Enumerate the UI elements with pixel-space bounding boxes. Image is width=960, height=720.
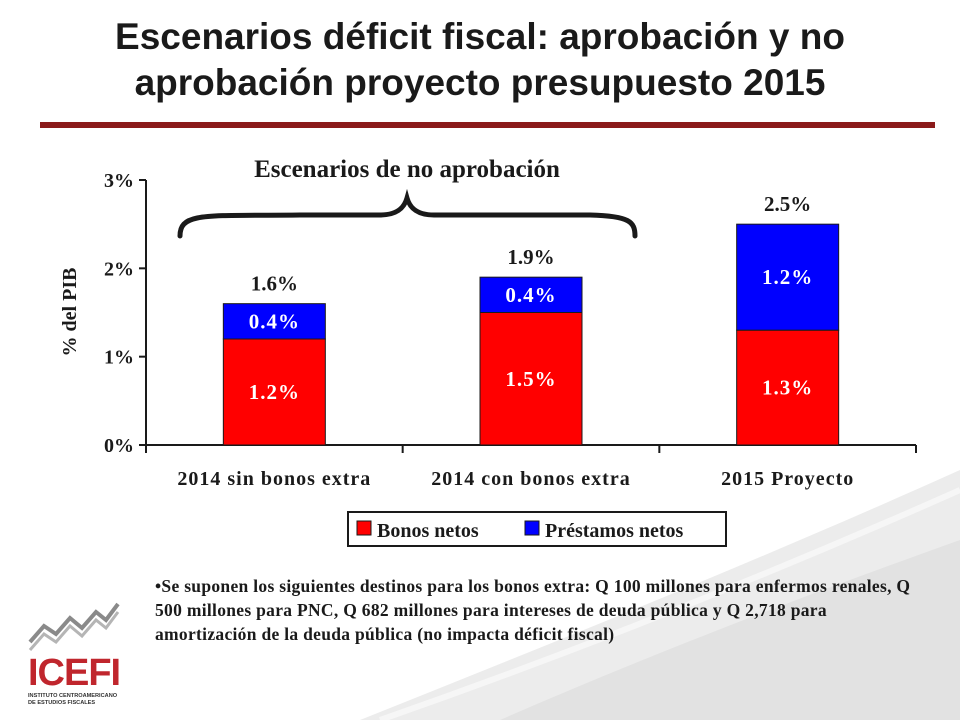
y-tick-label: 1% — [104, 347, 134, 369]
annotation-label: Escenarios de no aprobación — [254, 156, 560, 183]
data-label: 1.2% — [249, 380, 300, 404]
legend-label: Bonos netos — [377, 520, 479, 542]
annotation-brace — [177, 188, 638, 239]
bar-segment-bonos — [222, 338, 326, 446]
title-divider — [40, 122, 935, 128]
total-label: 1.9% — [507, 245, 554, 269]
y-tick-label: 3% — [104, 170, 134, 192]
x-tick-label: 2014 con bonos extra — [431, 468, 630, 490]
data-label: 0.4% — [249, 309, 300, 333]
logo-wordmark: ICEFI — [28, 652, 121, 694]
data-label: 1.3% — [762, 376, 813, 400]
logo-subtitle: INSTITUTO CENTROAMERICANO DE ESTUDIOS FI… — [28, 693, 138, 707]
x-tick-label: 2014 sin bonos extra — [177, 468, 371, 490]
y-tick-label: 2% — [104, 258, 134, 280]
bar-segment-prestamos — [479, 276, 583, 313]
y-tick-label: 0% — [104, 435, 134, 457]
chart-bars — [222, 223, 840, 446]
y-axis-label: % del PIB — [59, 268, 81, 357]
x-tick-label: 2015 Proyecto — [721, 468, 854, 490]
chart-legend: Bonos netos Préstamos netos — [347, 511, 727, 547]
bar-segment-prestamos — [736, 223, 840, 331]
data-label: 0.4% — [505, 283, 556, 307]
page-title: Escenarios déficit fiscal: aprobación y … — [20, 14, 940, 106]
bar-segment-bonos — [479, 312, 583, 446]
footnote: •Se suponen los siguientes destinos para… — [155, 576, 911, 644]
chart-labels: 2014 sin bonos extra 1.2% 0.4% 1.6% 2014 con… — [177, 192, 854, 490]
total-label: 1.6% — [251, 272, 298, 296]
bar-segment-prestamos — [222, 303, 326, 340]
legend-swatch-prestamos — [524, 520, 540, 536]
legend-swatch-bonos — [356, 520, 372, 536]
icefi-logo-icon — [28, 602, 120, 651]
logo-subtitle-line-1: INSTITUTO CENTROAMERICANO — [28, 693, 118, 699]
total-label: 2.5% — [764, 192, 811, 216]
data-label: 1.2% — [762, 265, 813, 289]
title-line-2: aprobación proyecto presupuesto 2015 — [134, 62, 826, 103]
data-label: 1.5% — [505, 367, 556, 391]
title-line-1: Escenarios déficit fiscal: aprobación y … — [115, 16, 845, 57]
legend-label: Préstamos netos — [545, 520, 684, 542]
logo-subtitle-line-2: DE ESTUDIOS FISCALES — [28, 700, 96, 706]
